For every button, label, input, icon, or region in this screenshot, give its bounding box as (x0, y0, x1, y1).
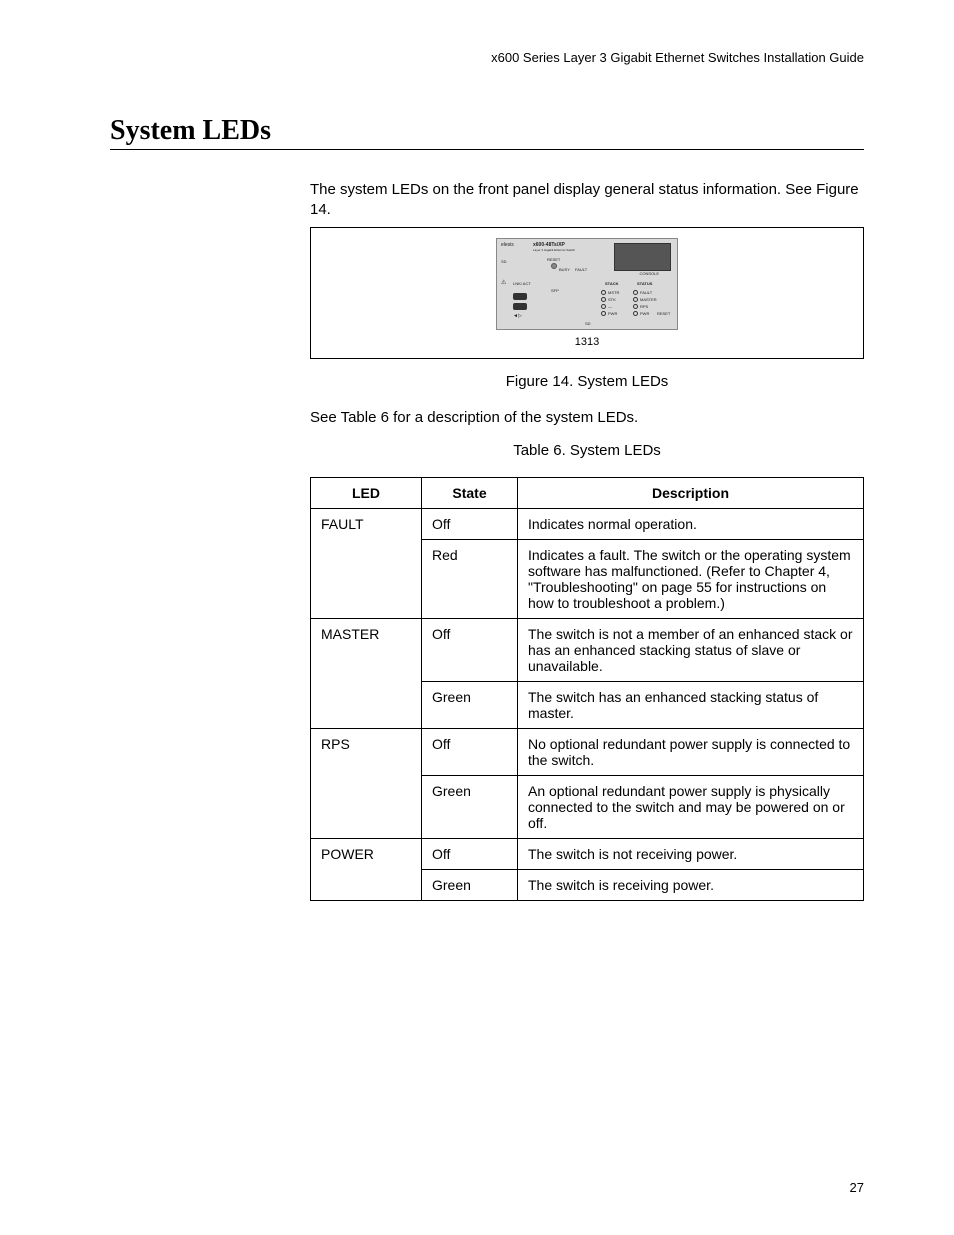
figure-box: elesis x600-48Ts/XP Layer 3 Gigabit Ethe… (310, 227, 864, 359)
panel-led-column-left: MSTR STK — PWR (601, 289, 619, 317)
cell-desc: The switch has an enhanced stacking stat… (518, 681, 864, 728)
paragraph-2: See Table 6 for a description of the sys… (310, 408, 864, 428)
panel-stack-label: STACK (605, 281, 618, 286)
panel-reset-label: RESET (547, 257, 560, 262)
panel-sfp-label: SFP (551, 288, 559, 293)
cell-state: Green (422, 775, 518, 838)
panel-reset-btn-label: RESET (657, 311, 670, 316)
panel-brand: elesis (501, 242, 514, 248)
cell-state: Green (422, 869, 518, 900)
page-number: 27 (850, 1180, 864, 1195)
panel-arrow-icon: ◄▷ (513, 313, 522, 319)
cell-desc: The switch is not receiving power. (518, 838, 864, 869)
panel-sd-label: SD (501, 259, 507, 264)
cell-desc: Indicates a fault. The switch or the ope… (518, 539, 864, 618)
cell-desc: No optional redundant power supply is co… (518, 728, 864, 775)
cell-state: Off (422, 508, 518, 539)
table-header-state: State (422, 477, 518, 508)
cell-state: Off (422, 618, 518, 681)
table-header-led: LED (311, 477, 422, 508)
table-row: POWER Off The switch is not receiving po… (311, 838, 864, 869)
panel-led-label: — (608, 304, 612, 309)
panel-led-label: MASTER (640, 297, 657, 302)
panel-led-label: PWR (640, 311, 649, 316)
table-caption: Table 6. System LEDs (310, 442, 864, 459)
table-row: FAULT Off Indicates normal operation. (311, 508, 864, 539)
panel-led-column-right: FAULT MASTER RPS PWR (633, 289, 657, 317)
cell-desc: The switch is receiving power. (518, 869, 864, 900)
cell-led: POWER (311, 838, 422, 900)
cell-desc: An optional redundant power supply is ph… (518, 775, 864, 838)
panel-slot-icon (513, 303, 527, 310)
panel-led-label: PWR (608, 311, 617, 316)
section-title: System LEDs (110, 115, 864, 150)
table-row: MASTER Off The switch is not a member of… (311, 618, 864, 681)
cell-state: Green (422, 681, 518, 728)
panel-lnk-label: LNK/ ACT (513, 281, 531, 286)
panel-subtitle: Layer 3 Gigabit Ethernet Switch (533, 248, 575, 252)
panel-led-label: RPS (640, 304, 648, 309)
figure-caption: Figure 14. System LEDs (310, 373, 864, 390)
panel-busy-label: BUSY (559, 267, 570, 272)
panel-led-label: STK (608, 297, 616, 302)
system-leds-table: LED State Description FAULT Off Indicate… (310, 477, 864, 901)
panel-sd-bottom-label: SD (585, 321, 591, 326)
panel-slot-icon (513, 293, 527, 300)
panel-led-label: FAULT (640, 290, 652, 295)
panel-console-label: CONSOLE (639, 271, 659, 276)
panel-fault-label: FAULT (575, 267, 587, 272)
warning-triangle-icon: ⚠ (501, 279, 506, 286)
cell-led: FAULT (311, 508, 422, 618)
cell-led: RPS (311, 728, 422, 838)
cell-state: Red (422, 539, 518, 618)
figure-number: 1313 (575, 336, 599, 348)
panel-screen (614, 243, 671, 271)
panel-reset-dot-icon (551, 263, 557, 269)
panel-led-label: MSTR (608, 290, 619, 295)
cell-desc: The switch is not a member of an enhance… (518, 618, 864, 681)
table-row: RPS Off No optional redundant power supp… (311, 728, 864, 775)
running-header: x600 Series Layer 3 Gigabit Ethernet Swi… (110, 50, 864, 65)
panel-status-label: STATUS (637, 281, 652, 286)
cell-led: MASTER (311, 618, 422, 728)
cell-desc: Indicates normal operation. (518, 508, 864, 539)
cell-state: Off (422, 838, 518, 869)
intro-paragraph: The system LEDs on the front panel displ… (310, 180, 864, 221)
cell-state: Off (422, 728, 518, 775)
device-panel-graphic: elesis x600-48Ts/XP Layer 3 Gigabit Ethe… (496, 238, 678, 330)
table-header-description: Description (518, 477, 864, 508)
